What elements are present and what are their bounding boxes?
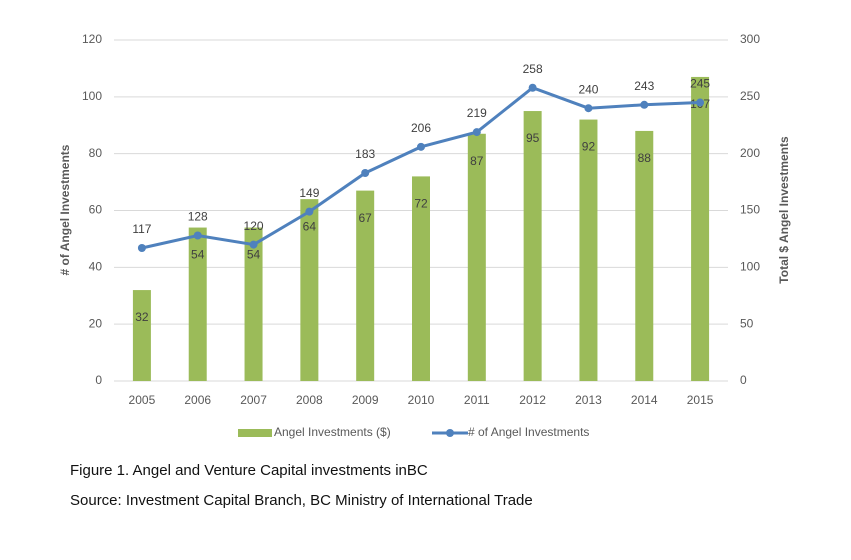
bar-label: 88	[638, 151, 652, 165]
point-label: 117	[132, 222, 151, 236]
x-tick-label: 2007	[240, 393, 267, 407]
line-marker	[417, 142, 425, 151]
bar-label: 92	[582, 140, 596, 154]
point-label: 243	[634, 79, 654, 93]
bar-label: 67	[359, 211, 373, 225]
bar	[412, 176, 430, 381]
bar	[635, 130, 654, 381]
y-tick-label: 100	[82, 89, 102, 103]
x-tick-label: 2009	[352, 393, 379, 407]
x-tick-label: 2013	[575, 393, 602, 407]
legend-swatch	[446, 429, 454, 437]
x-tick-label: 2005	[129, 393, 156, 407]
y-axis-title: # of Angel Investments	[58, 144, 72, 275]
x-tick-label: 2010	[408, 393, 435, 407]
x-tick-label: 2015	[687, 393, 714, 407]
point-label: 245	[690, 77, 710, 91]
bar	[244, 227, 263, 381]
x-tick-label: 2011	[464, 393, 490, 407]
bar-label: 32	[135, 310, 149, 324]
point-label: 120	[244, 219, 264, 233]
bar	[579, 119, 598, 382]
point-label: 206	[411, 121, 431, 135]
bar	[523, 111, 542, 382]
y-tick-label: 0	[95, 373, 102, 387]
x-tick-label: 2014	[631, 393, 658, 407]
point-label: 240	[578, 82, 598, 96]
bar-label: 54	[191, 248, 205, 262]
bar-label: 95	[526, 131, 540, 145]
line-marker	[696, 98, 705, 107]
y-tick-label: 20	[89, 316, 103, 330]
bar	[691, 76, 710, 382]
y-tick-label: 80	[89, 146, 103, 160]
bar-label: 64	[303, 219, 317, 233]
point-label: 128	[188, 210, 208, 224]
y2-tick-label: 250	[740, 89, 760, 103]
legend-swatch	[238, 429, 272, 437]
line-marker	[472, 128, 481, 137]
legend-label: Angel Investments ($)	[274, 425, 391, 439]
y-tick-label: 120	[82, 32, 102, 46]
bar	[467, 133, 486, 381]
y2-tick-label: 300	[740, 32, 760, 46]
y-tick-label: 40	[89, 260, 103, 274]
x-tick-label: 2006	[184, 393, 211, 407]
bar-label: 87	[470, 154, 484, 168]
bar	[132, 290, 151, 381]
y2-tick-label: 200	[740, 146, 760, 160]
line-marker	[305, 207, 314, 216]
y2-axis-title: Total $ Angel Investments	[777, 136, 791, 284]
y2-tick-label: 100	[740, 260, 760, 274]
line-marker	[137, 244, 146, 253]
bar-label: 54	[247, 248, 261, 262]
point-label: 219	[467, 106, 487, 120]
line-marker	[640, 100, 649, 109]
bar	[300, 199, 319, 381]
legend-label: # of Angel Investments	[468, 425, 589, 439]
line-marker	[361, 168, 370, 177]
point-label: 149	[299, 186, 319, 200]
y2-tick-label: 150	[740, 203, 760, 217]
line-marker	[528, 83, 537, 92]
line-marker	[584, 104, 593, 113]
y2-tick-label: 0	[740, 373, 747, 387]
point-label: 258	[523, 62, 543, 76]
y2-tick-label: 50	[740, 316, 754, 330]
bar	[356, 190, 375, 381]
y-tick-label: 60	[89, 203, 103, 217]
x-tick-label: 2012	[519, 393, 546, 407]
line-marker	[249, 240, 258, 249]
source: Source: Investment Capital Branch, BC Mi…	[70, 492, 533, 509]
line-marker	[193, 231, 202, 240]
point-label: 183	[355, 147, 375, 161]
bar	[188, 227, 207, 381]
caption: Figure 1. Angel and Venture Capital inve…	[70, 462, 428, 479]
x-tick-label: 2008	[296, 393, 323, 407]
bar-label: 72	[414, 197, 428, 211]
